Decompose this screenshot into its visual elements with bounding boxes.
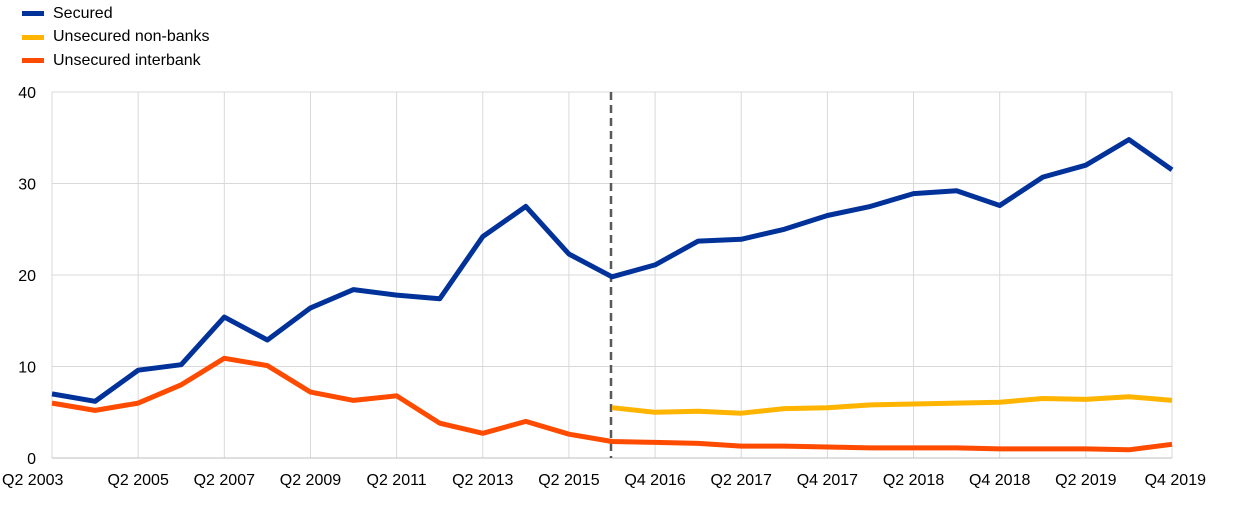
x-tick-label: Q2 2007 xyxy=(194,472,255,489)
x-tick-label: Q4 2019 xyxy=(1145,472,1206,489)
series-lines xyxy=(51,137,1174,453)
x-tick-label: Q2 2018 xyxy=(883,472,944,489)
legend-swatch-secured xyxy=(22,11,44,17)
legend-label-unsecured-interbank: Unsecured interbank xyxy=(53,51,201,69)
legend-swatch-unsecured-non-banks xyxy=(22,34,44,40)
y-tick-label: 20 xyxy=(18,268,36,285)
y-tick-label: 40 xyxy=(18,85,36,102)
series-line-secured xyxy=(51,137,1174,404)
legend-swatch-unsecured-interbank xyxy=(22,58,44,64)
x-tick-label: Q2 2009 xyxy=(280,472,341,489)
legend-item-unsecured-non-banks: Unsecured non-banks xyxy=(22,26,210,50)
legend: Secured Unsecured non-banks Unsecured in… xyxy=(22,2,210,73)
x-tick-label: Q4 2016 xyxy=(624,472,685,489)
y-tick-label: 10 xyxy=(18,360,36,377)
x-tick-label: Q2 2003 xyxy=(2,472,63,489)
legend-label-secured: Secured xyxy=(53,4,113,22)
y-tick-label: 30 xyxy=(18,177,36,194)
legend-item-secured: Secured xyxy=(22,2,210,26)
x-tick-label: Q2 2005 xyxy=(107,472,168,489)
axis-tick-labels: 0 10 20 30 40 Q2 2003 Q2 2005 Q2 2007 Q2 2009 Q2 … xyxy=(2,85,1206,489)
x-tick-label: Q2 2015 xyxy=(538,472,599,489)
x-tick-label: Q2 2013 xyxy=(452,472,513,489)
legend-item-unsecured-interbank: Unsecured interbank xyxy=(22,49,210,73)
y-tick-label: 0 xyxy=(27,451,36,468)
x-tick-label: Q4 2018 xyxy=(969,472,1030,489)
series-line-unsecured-interbank xyxy=(51,355,1173,453)
x-tick-label: Q2 2011 xyxy=(367,472,427,489)
series-line-unsecured-non-banks xyxy=(611,394,1173,416)
x-tick-label: Q2 2019 xyxy=(1055,472,1116,489)
x-tick-label: Q4 2017 xyxy=(797,472,858,489)
legend-label-unsecured-non-banks: Unsecured non-banks xyxy=(53,28,210,46)
x-tick-label: Q2 2017 xyxy=(711,472,772,489)
